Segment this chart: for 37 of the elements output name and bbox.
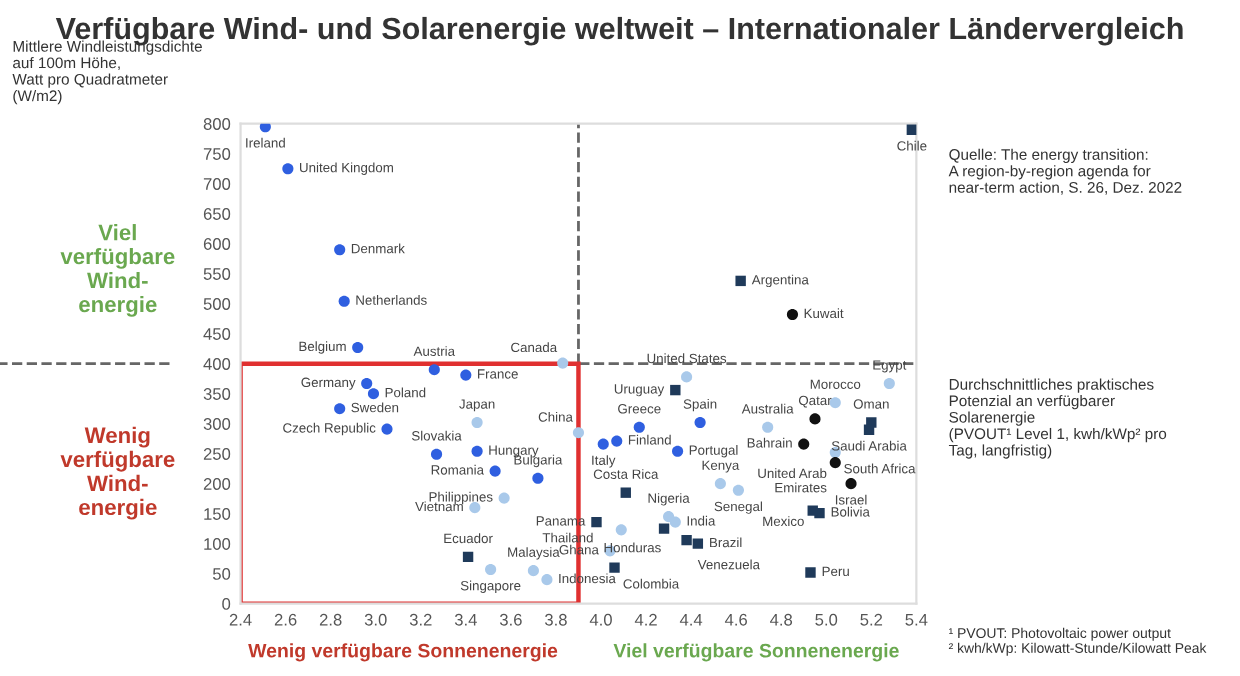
y-tick-label: 600 xyxy=(203,238,231,250)
y-tick-label: 750 xyxy=(203,148,231,160)
text: Wenig verfügbare Wind- energie xyxy=(60,426,175,520)
text: Wenig verfügbare Sonnenenergie xyxy=(248,643,558,662)
x-tick-label: 2.8 xyxy=(319,613,342,626)
y-tick-label: 550 xyxy=(203,268,231,280)
y-tick-label: 150 xyxy=(204,508,231,520)
y-tick-label: 250 xyxy=(203,448,231,460)
x-tick-label: 2.6 xyxy=(274,613,297,626)
text: Viel verfügbare Sonnenenergie xyxy=(613,643,899,662)
x-tick-label: 3.6 xyxy=(499,613,522,626)
text: Viel verfügbare Wind- energie xyxy=(60,224,175,317)
y-tick-label: 300 xyxy=(203,418,231,430)
y-tick-label: 800 xyxy=(203,118,231,130)
x-tick-label: 4.0 xyxy=(589,613,612,626)
x-tick-label: 3.2 xyxy=(409,613,432,626)
y-tick-label: 650 xyxy=(203,208,231,220)
x-tick-label: 2.4 xyxy=(229,613,252,626)
x-tick-label: 3.8 xyxy=(544,613,567,626)
x-tick-label: 3.4 xyxy=(454,613,477,626)
y-tick-label: 500 xyxy=(203,298,231,310)
x-tick-label: 4.8 xyxy=(770,613,793,626)
y-tick-label: 350 xyxy=(203,388,231,400)
y-tick-label: 700 xyxy=(203,178,231,190)
x-tick-label: 4.6 xyxy=(724,613,747,626)
x-tick-label: 3.0 xyxy=(364,613,387,626)
x-tick-label: 5.4 xyxy=(905,614,928,626)
x-tick-label: 5.0 xyxy=(815,613,838,626)
y-tick-label: 0 xyxy=(222,598,231,610)
x-tick-label: 4.2 xyxy=(634,613,657,626)
y-tick-label: 400 xyxy=(203,358,231,370)
x-tick-label: 4.4 xyxy=(679,614,703,626)
y-tick-label: 100 xyxy=(204,538,231,550)
y-tick-label: 450 xyxy=(203,328,231,340)
y-tick-label: 50 xyxy=(212,568,231,580)
x-tick-label: 5.2 xyxy=(860,613,883,626)
y-tick-label: 200 xyxy=(203,478,231,490)
